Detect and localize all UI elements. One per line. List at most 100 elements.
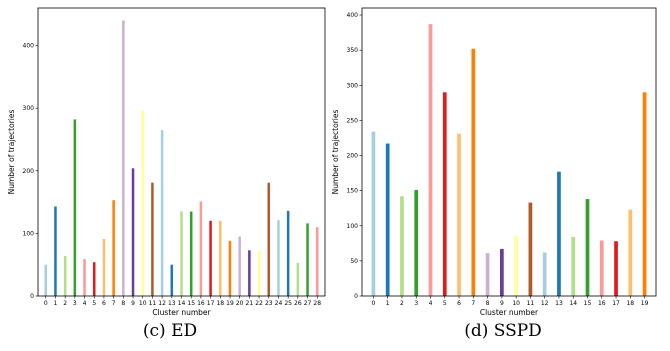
ed-x-tick-label: 3	[73, 300, 77, 307]
sspd-bar-cluster-7	[471, 48, 476, 296]
ed-bar-cluster-14	[180, 211, 183, 296]
ed-x-tick-label: 4	[83, 300, 87, 307]
sspd-x-tick-label: 9	[500, 300, 504, 307]
sspd-axes-frame	[361, 7, 657, 297]
sspd-y-axis-label: Number of trajectories	[331, 110, 340, 195]
ed-x-tick-label: 22	[255, 300, 263, 307]
sspd-y-tick-label: 350	[347, 47, 359, 54]
ed-y-tick-label: 300	[23, 105, 35, 112]
ed-bar-cluster-6	[102, 239, 106, 296]
ed-bar-cluster-8	[122, 20, 125, 297]
ed-x-tick-label: 11	[149, 300, 157, 307]
sspd-bar-cluster-1	[385, 143, 390, 296]
sspd-x-tick-label: 0	[372, 300, 376, 307]
ed-x-tick-label: 17	[207, 300, 215, 307]
ed-x-tick-label: 20	[236, 300, 244, 307]
ed-bar-cluster-17	[209, 220, 212, 296]
sspd-bar-cluster-16	[599, 240, 604, 296]
ed-bar-cluster-0	[44, 264, 48, 296]
ed-x-tick-label: 10	[139, 300, 147, 307]
ed-x-tick-label: 0	[44, 300, 48, 307]
sspd-bar-cluster-2	[400, 196, 404, 296]
chart-ed: 0 1 2 3 4 5 6 7 8 9 10 11 12 13 14 15 16 17 18 19 20 21 22 23 24…	[7, 7, 326, 317]
ed-bar-cluster-21	[248, 250, 251, 296]
ed-bar-cluster-27	[306, 223, 309, 296]
caption-sspd: (d) SSPD	[464, 321, 542, 341]
ed-x-tick-label: 15	[187, 300, 195, 307]
sspd-bar-cluster-5	[442, 92, 447, 296]
sspd-x-axis-label: Cluster number	[480, 308, 539, 317]
ed-bar-cluster-16	[199, 201, 203, 296]
ed-y-tick-label: 400	[23, 43, 35, 50]
sspd-x-tick-label: 12	[541, 300, 549, 307]
ed-bar-cluster-1	[54, 206, 57, 296]
ed-x-tick-label: 13	[168, 300, 176, 307]
ed-x-tick-label: 25	[284, 300, 292, 307]
ed-x-tick-label: 26	[294, 300, 302, 307]
ed-x-tick-label: 24	[275, 300, 283, 307]
ed-x-tick-label: 8	[121, 300, 125, 307]
ed-bar-cluster-7	[112, 200, 115, 296]
sspd-y-tick-label: 150	[347, 188, 359, 195]
sspd-bar-cluster-3	[414, 189, 419, 296]
sspd-bar-cluster-10	[514, 236, 518, 296]
ed-y-axis-label: Number of trajectories	[7, 110, 16, 195]
sspd-bar-cluster-12	[542, 252, 547, 296]
sspd-bar-cluster-14	[571, 237, 576, 296]
ed-x-tick-label: 7	[112, 300, 116, 307]
sspd-x-tick-label: 19	[641, 300, 649, 307]
sspd-x-tick-label: 17	[612, 300, 620, 307]
sspd-bar-cluster-18	[628, 209, 633, 296]
sspd-x-tick-label: 14	[569, 300, 577, 307]
sspd-bar-cluster-0	[371, 131, 376, 296]
sspd-bar-cluster-17	[614, 241, 618, 296]
sspd-bar-cluster-8	[485, 253, 490, 296]
ed-bar-cluster-9	[131, 168, 135, 296]
ed-bar-cluster-18	[219, 220, 222, 296]
sspd-bar-cluster-4	[428, 24, 433, 296]
ed-y-tick-label: 100	[23, 230, 35, 237]
ed-bar-cluster-23	[267, 182, 271, 296]
ed-bar-cluster-15	[189, 211, 193, 296]
ed-bar-cluster-11	[151, 182, 154, 296]
ed-y-tick-label: 200	[23, 168, 35, 175]
ed-x-tick-label: 5	[92, 300, 96, 307]
ed-x-tick-label: 12	[158, 300, 166, 307]
sspd-x-tick-label: 13	[555, 300, 563, 307]
sspd-y-tick-label: 300	[347, 82, 359, 89]
ed-x-tick-label: 27	[304, 300, 312, 307]
ed-x-tick-label: 2	[63, 300, 67, 307]
ed-x-tick-label: 1	[54, 300, 58, 307]
sspd-x-tick-label: 10	[512, 300, 520, 307]
ed-x-axis-label: Cluster number	[152, 308, 211, 317]
ed-bar-cluster-12	[160, 130, 164, 296]
ed-bar-cluster-13	[170, 264, 174, 296]
chart-sspd: 0 1 2 3 4 5 6 7 8 9 10 11 12 13 14 15 16 17 18 190501001502…	[331, 7, 657, 317]
sspd-bar-cluster-11	[528, 202, 533, 296]
sspd-y-tick-label: 250	[347, 117, 359, 124]
ed-bar-cluster-20	[238, 236, 241, 296]
sspd-x-tick-label: 3	[414, 300, 418, 307]
caption-ed: (c) ED	[143, 321, 197, 341]
ed-x-tick-label: 21	[246, 300, 254, 307]
sspd-x-tick-label: 18	[626, 300, 634, 307]
sspd-x-tick-label: 2	[400, 300, 404, 307]
sspd-y-tick-label: 50	[350, 258, 358, 265]
sspd-y-tick-label: 0	[354, 293, 358, 300]
ed-bar-cluster-3	[73, 119, 77, 296]
ed-bar-cluster-10	[141, 110, 144, 297]
sspd-bar-cluster-13	[557, 171, 561, 296]
ed-bar-cluster-26	[296, 262, 300, 296]
sspd-y-tick-label: 400	[347, 12, 359, 19]
sspd-bar-cluster-19	[642, 92, 647, 296]
ed-bar-cluster-2	[63, 255, 67, 296]
sspd-bar-cluster-15	[585, 199, 590, 296]
ed-x-tick-label: 14	[178, 300, 186, 307]
ed-bar-cluster-19	[228, 240, 232, 296]
ed-bar-cluster-22	[257, 250, 261, 296]
sspd-bar-cluster-6	[457, 133, 461, 296]
sspd-x-tick-label: 5	[443, 300, 447, 307]
ed-bar-cluster-24	[277, 220, 280, 296]
ed-bar-cluster-5	[92, 262, 96, 296]
